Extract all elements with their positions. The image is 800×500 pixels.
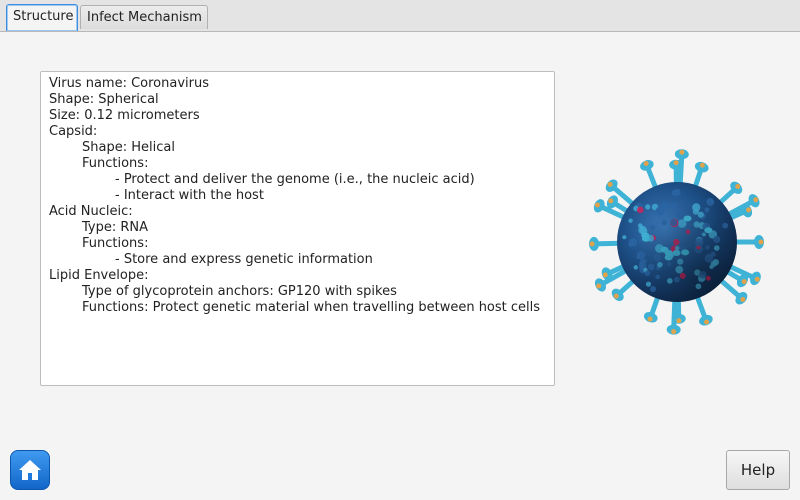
- help-button[interactable]: Help: [726, 450, 790, 490]
- info-line: Type of glycoprotein anchors: GP120 with…: [82, 284, 397, 299]
- tab-infect-mechanism[interactable]: Infect Mechanism: [80, 5, 208, 29]
- tab-structure[interactable]: Structure: [6, 4, 78, 31]
- info-line: Size: 0.12 micrometers: [49, 108, 200, 123]
- info-line: Capsid:: [49, 124, 98, 139]
- info-line: Functions:: [82, 156, 149, 171]
- info-line: Functions:: [82, 236, 149, 251]
- info-line: Shape: Helical: [82, 140, 175, 155]
- coronavirus-image: [589, 149, 764, 335]
- home-button[interactable]: [10, 450, 50, 490]
- info-line: Shape: Spherical: [49, 92, 159, 107]
- info-line: Functions: Protect genetic material when…: [82, 300, 541, 315]
- home-icon: [19, 460, 41, 480]
- info-line: Virus name: Coronavirus: [49, 76, 209, 91]
- virus-info-textarea[interactable]: Virus name: Coronavirus Shape: Spherical S…: [40, 71, 555, 386]
- info-line: - Protect and deliver the genome (i.e., …: [115, 172, 475, 187]
- info-line: Lipid Envelope:: [49, 268, 149, 283]
- info-line: Type: RNA: [82, 220, 149, 235]
- info-line: - Store and express genetic information: [115, 252, 373, 267]
- info-line: - Interact with the host: [115, 188, 264, 203]
- info-line: Acid Nucleic:: [49, 204, 133, 219]
- tab-bar: Structure Infect Mechanism: [0, 0, 800, 32]
